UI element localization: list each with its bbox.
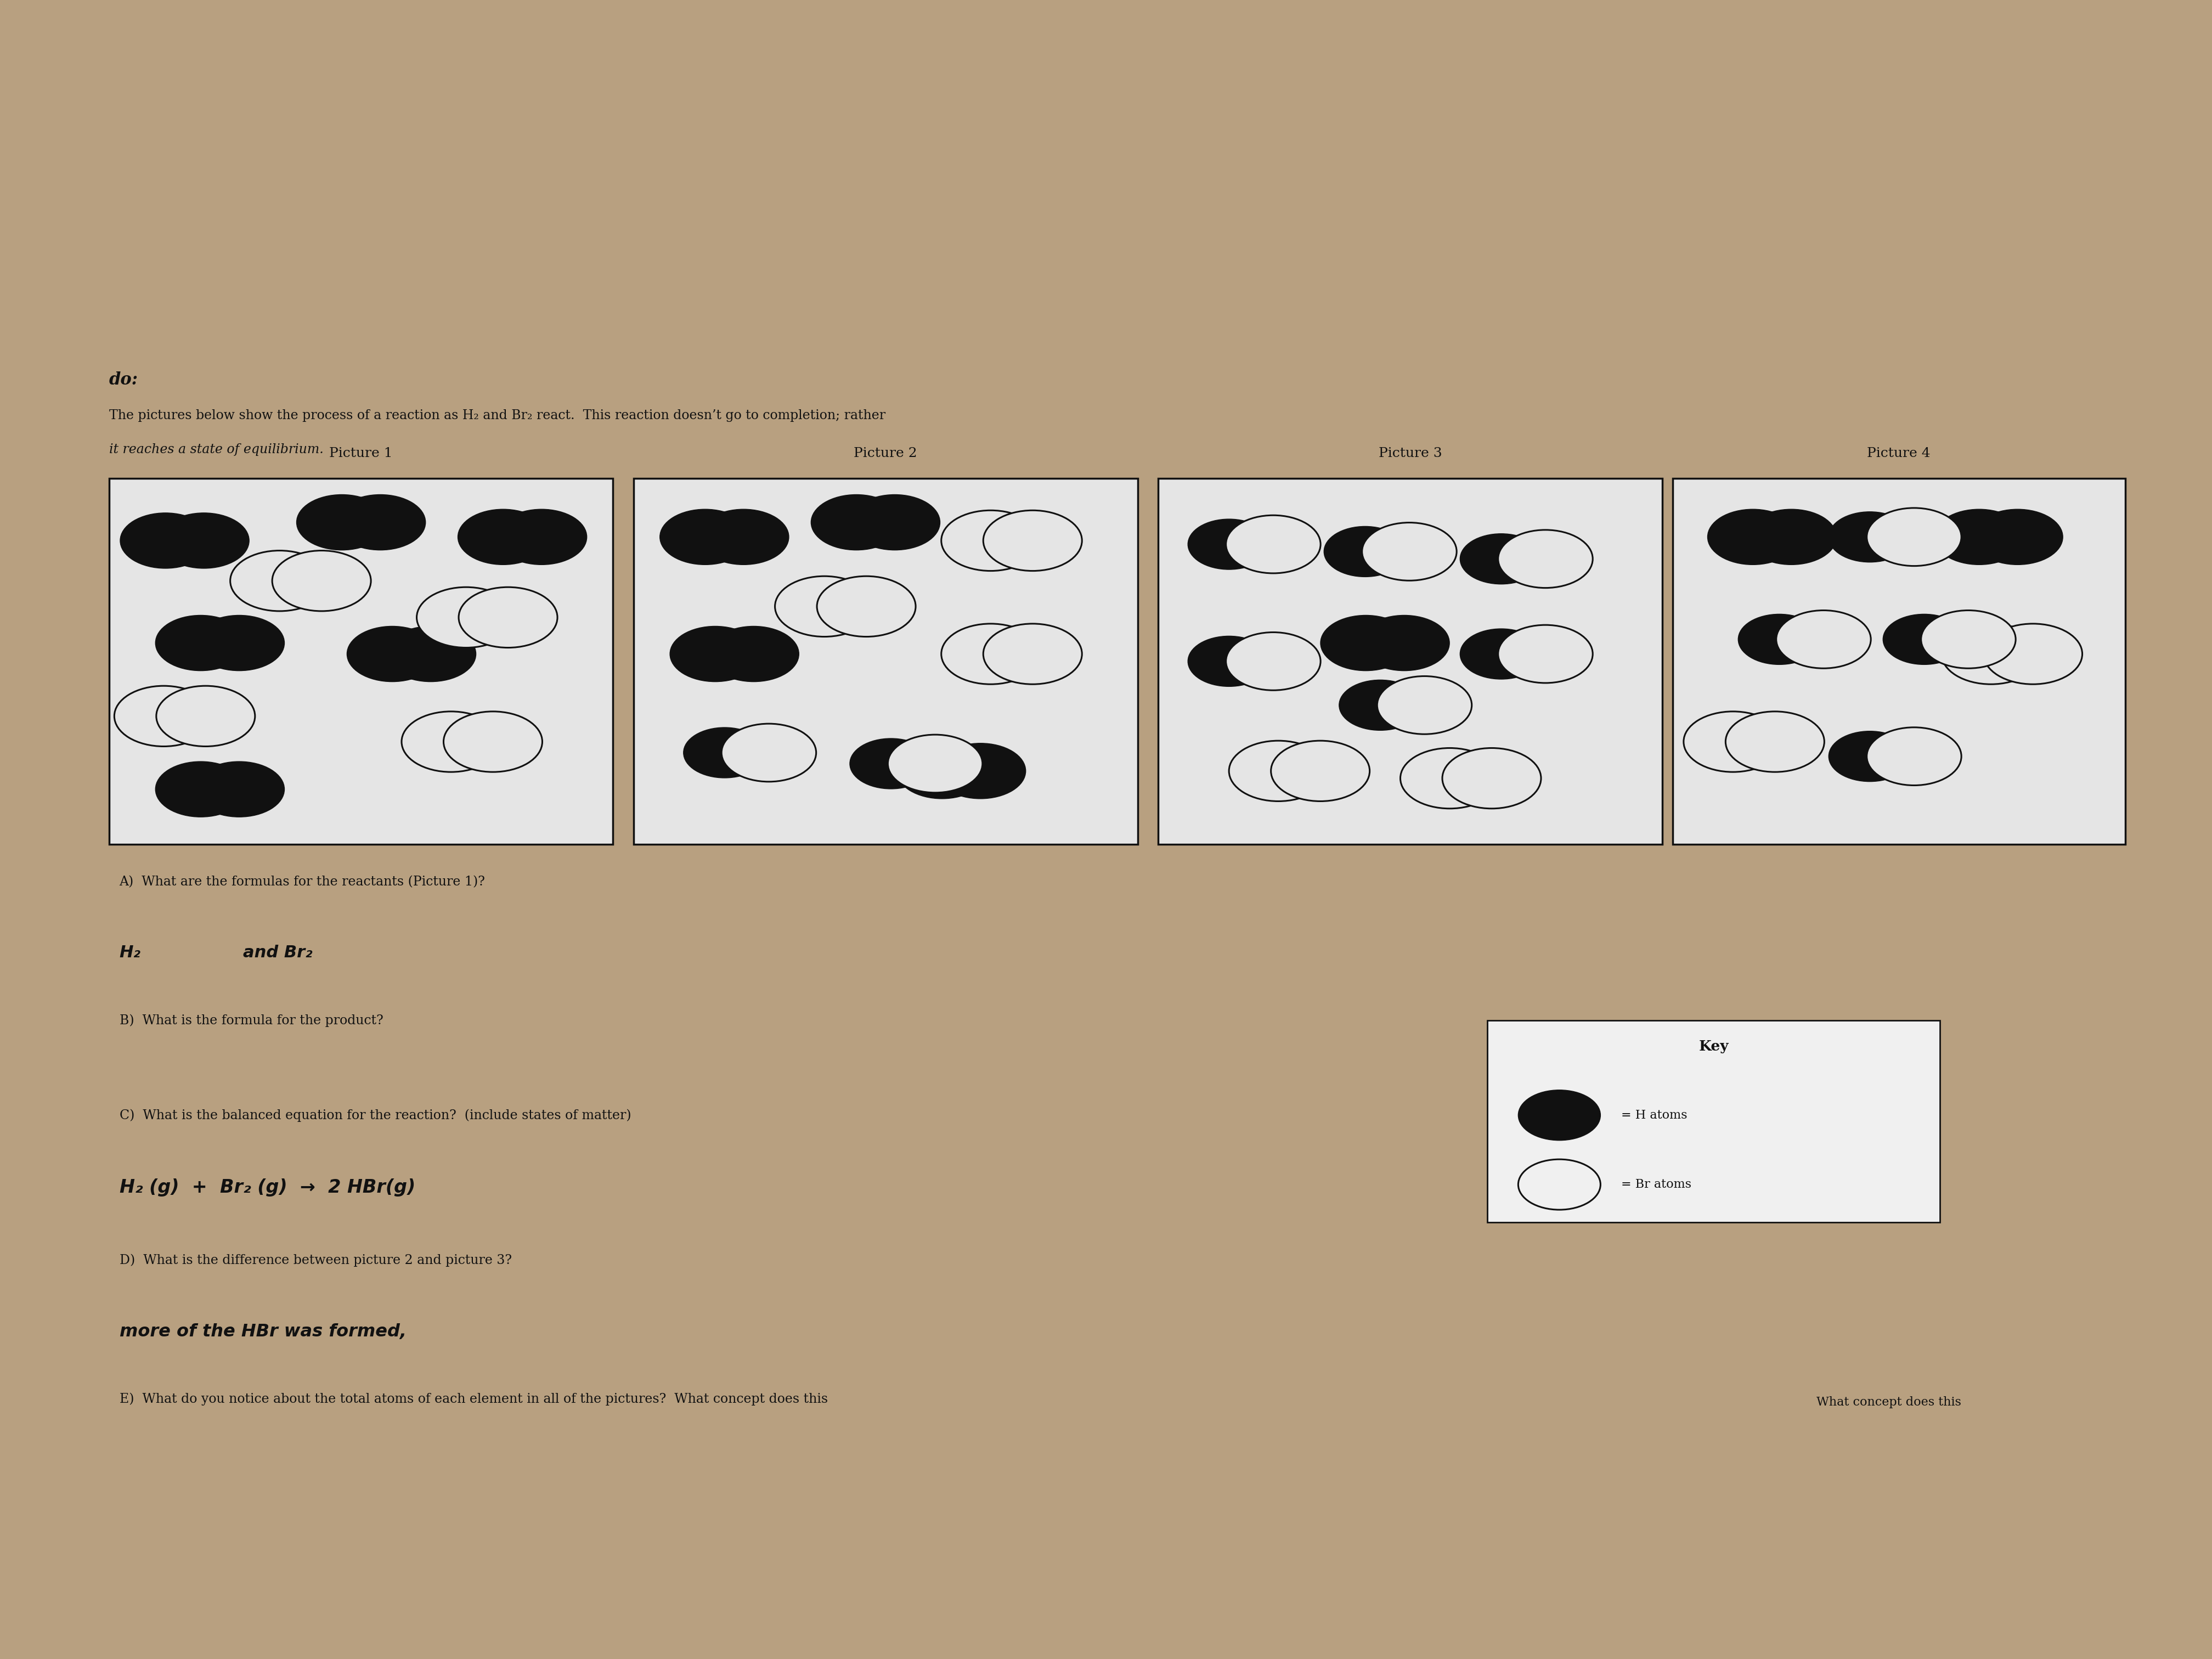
Circle shape (659, 509, 750, 564)
Text: more of the HBr was formed,: more of the HBr was formed, (119, 1324, 407, 1340)
Circle shape (403, 712, 500, 771)
Circle shape (1325, 526, 1407, 577)
Circle shape (887, 735, 982, 793)
Circle shape (1378, 677, 1471, 735)
Circle shape (721, 723, 816, 781)
Text: Key: Key (1699, 1040, 1728, 1053)
Circle shape (699, 509, 790, 564)
Circle shape (1984, 624, 2081, 684)
Text: = H atoms: = H atoms (1621, 1110, 1688, 1121)
Circle shape (812, 494, 902, 551)
Circle shape (1708, 509, 1798, 564)
Text: A)  What are the formulas for the reactants (Picture 1)?: A) What are the formulas for the reactan… (119, 876, 484, 888)
Circle shape (670, 625, 761, 682)
Circle shape (159, 513, 250, 569)
Circle shape (458, 587, 557, 647)
Circle shape (1225, 632, 1321, 690)
Circle shape (1867, 508, 1962, 566)
Circle shape (1933, 509, 2024, 564)
Circle shape (1725, 712, 1825, 771)
Text: C)  What is the balanced equation for the reaction?  (include states of matter): C) What is the balanced equation for the… (119, 1108, 630, 1121)
Text: do:: do: (108, 372, 137, 388)
Circle shape (1338, 680, 1422, 730)
Bar (1672, 478, 2126, 844)
Text: it reaches a state of equilibrium.: it reaches a state of equilibrium. (108, 443, 323, 456)
Circle shape (1363, 523, 1458, 581)
Circle shape (1321, 615, 1411, 670)
Text: D)  What is the difference between picture 2 and picture 3?: D) What is the difference between pictur… (119, 1254, 511, 1267)
Text: and Br₂: and Br₂ (243, 946, 312, 961)
Circle shape (1188, 519, 1270, 569)
Circle shape (195, 761, 285, 816)
Circle shape (849, 738, 931, 790)
Circle shape (984, 624, 1082, 684)
Circle shape (896, 743, 987, 798)
Circle shape (347, 625, 438, 682)
Text: E)  What do you notice about the total atoms of each element in all of the pictu: E) What do you notice about the total at… (119, 1392, 827, 1405)
Circle shape (1400, 748, 1500, 808)
Circle shape (155, 761, 246, 816)
Circle shape (416, 587, 515, 647)
Circle shape (1517, 1090, 1601, 1140)
Circle shape (334, 494, 425, 551)
Circle shape (1867, 727, 1962, 785)
Circle shape (115, 685, 212, 747)
Circle shape (296, 494, 387, 551)
Circle shape (1498, 625, 1593, 684)
Circle shape (1920, 611, 2015, 669)
Circle shape (1442, 748, 1542, 808)
Circle shape (119, 513, 210, 569)
Text: H₂: H₂ (119, 946, 142, 961)
Text: H₂ (g)  +  Br₂ (g)  →  2 HBr(g): H₂ (g) + Br₂ (g) → 2 HBr(g) (119, 1178, 416, 1196)
Circle shape (445, 712, 542, 771)
Circle shape (1973, 509, 2064, 564)
Circle shape (495, 509, 586, 564)
Circle shape (157, 685, 254, 747)
Circle shape (684, 727, 765, 778)
Circle shape (1882, 614, 1964, 665)
Circle shape (1460, 534, 1542, 584)
Circle shape (155, 615, 246, 670)
Circle shape (942, 511, 1040, 571)
Circle shape (230, 551, 330, 611)
Circle shape (1225, 516, 1321, 574)
Text: The pictures below show the process of a reaction as H₂ and Br₂ react.  This rea: The pictures below show the process of a… (108, 410, 885, 421)
Circle shape (1188, 635, 1270, 687)
Text: Picture 1: Picture 1 (330, 446, 394, 460)
Circle shape (1776, 611, 1871, 669)
Circle shape (849, 494, 940, 551)
Circle shape (1745, 509, 1836, 564)
Circle shape (272, 551, 372, 611)
Circle shape (708, 625, 799, 682)
Circle shape (1942, 624, 2039, 684)
Bar (1486, 1020, 1940, 1223)
Circle shape (1683, 712, 1783, 771)
Text: Picture 2: Picture 2 (854, 446, 918, 460)
Circle shape (1517, 1160, 1601, 1209)
Circle shape (942, 624, 1040, 684)
Circle shape (984, 511, 1082, 571)
Text: Picture 4: Picture 4 (1867, 446, 1931, 460)
Bar (633, 478, 1137, 844)
Circle shape (774, 576, 874, 637)
Circle shape (936, 743, 1026, 798)
Circle shape (1358, 615, 1449, 670)
Text: Picture 3: Picture 3 (1378, 446, 1442, 460)
Circle shape (1829, 732, 1911, 781)
Circle shape (1272, 740, 1369, 801)
Circle shape (1498, 529, 1593, 587)
Text: = Br atoms: = Br atoms (1621, 1178, 1692, 1191)
Text: B)  What is the formula for the product?: B) What is the formula for the product? (119, 1014, 383, 1027)
Bar (108, 478, 613, 844)
Circle shape (195, 615, 285, 670)
Circle shape (385, 625, 476, 682)
Circle shape (1739, 614, 1820, 665)
Circle shape (1460, 629, 1542, 679)
Text: What concept does this: What concept does this (1816, 1397, 1962, 1408)
Circle shape (458, 509, 549, 564)
Circle shape (1829, 511, 1911, 562)
Circle shape (816, 576, 916, 637)
Bar (1159, 478, 1661, 844)
Circle shape (1230, 740, 1327, 801)
